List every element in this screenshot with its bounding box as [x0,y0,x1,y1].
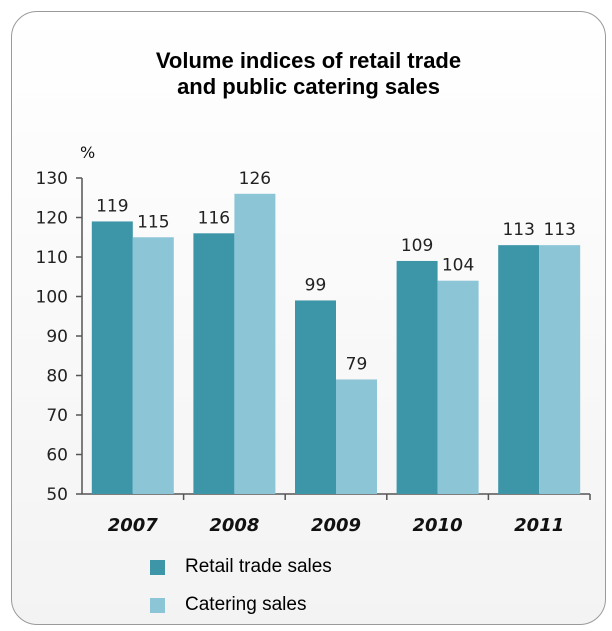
bar-catering-2008 [234,193,276,495]
bar-retail-2009 [295,300,336,494]
x-tick-label-2009: 2009 [311,515,361,536]
y-tick-label: 70 [46,406,68,426]
bar-catering-2010 [437,280,479,494]
legend-item-catering: Catering sales [150,586,332,624]
data-label-retail-2008: 116 [198,208,230,228]
x-tick-label-2007: 2007 [108,515,159,536]
bar-retail-2008 [193,233,235,495]
y-tick-label: 100 [36,288,68,308]
y-tick-label: 120 [36,209,68,229]
legend-label-retail: Retail trade sales [185,556,332,577]
legend-label-catering: Catering sales [185,594,307,615]
bar-catering-2007 [132,237,174,494]
x-tick-label-2010: 2010 [413,515,463,536]
bar-catering-2009 [336,379,377,494]
legend-swatch-catering [150,597,165,613]
data-label-catering-2008: 126 [239,169,271,189]
bar-retail-2011 [498,245,540,494]
data-labels: 119 115 116 126 99 79 109 104 113 113 [96,169,576,375]
data-label-retail-2011: 113 [502,220,534,240]
data-label-retail-2009: 99 [305,275,327,295]
y-tick-label: 130 [36,169,68,189]
bar-retail-2007 [91,221,133,494]
chart-title-line-1: Volume indices of retail trade [155,48,462,73]
y-axis-unit-label: % [80,143,95,162]
axes: 50 60 70 80 90 100 110 120 130 2007 2008 2009 2010 20… [36,169,591,536]
chart-title: Volume indices of retail trade and publi… [11,48,606,100]
y-tick-label: 110 [36,248,68,268]
x-tick-label-2008: 2008 [209,515,259,536]
data-label-catering-2011: 113 [543,220,575,240]
chart-title-line-2: and public catering sales [177,74,440,99]
y-tick-label: 80 [46,367,68,387]
y-tick-label: 60 [46,446,68,466]
data-label-catering-2007: 115 [137,212,169,232]
data-label-retail-2010: 109 [401,236,433,256]
data-label-catering-2010: 104 [442,256,474,276]
bars [91,193,581,495]
x-tick-label-2011: 2011 [514,515,564,536]
data-label-retail-2007: 119 [96,196,128,216]
y-tick-label: 90 [46,327,68,347]
bar-retail-2010 [396,260,438,494]
legend: Retail trade sales Catering sales [150,548,332,624]
y-tick-label: 50 [46,485,68,505]
legend-item-retail: Retail trade sales [150,548,332,586]
legend-swatch-retail [150,559,165,575]
data-label-catering-2009: 79 [346,354,368,374]
bar-catering-2011 [539,245,581,494]
